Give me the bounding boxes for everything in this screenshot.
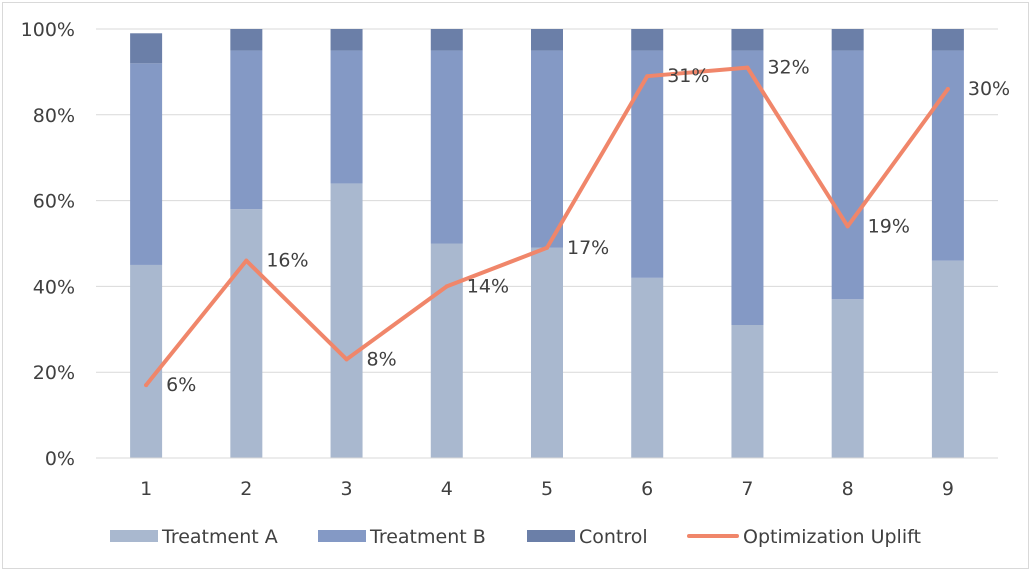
line-point xyxy=(945,87,950,92)
legend-label: Control xyxy=(579,526,648,548)
line-point xyxy=(144,383,149,388)
bar-segment-control xyxy=(130,33,163,64)
bar-segment-treatment-a xyxy=(230,209,263,458)
bar-segment-control xyxy=(230,29,263,51)
x-tick-label: 4 xyxy=(441,478,453,500)
bar-segment-treatment-a xyxy=(931,260,964,458)
x-tick-label: 2 xyxy=(240,478,252,500)
x-tick-label: 3 xyxy=(341,478,353,500)
bar-segment-control xyxy=(531,29,563,51)
line-point xyxy=(344,357,349,362)
bar-segment-control xyxy=(931,29,964,51)
x-tick-label: 1 xyxy=(140,478,152,500)
line-data-label: 32% xyxy=(767,57,809,79)
line-point xyxy=(444,284,449,289)
bar-segment-control xyxy=(731,29,764,51)
line-data-label: 19% xyxy=(868,215,910,237)
x-tick-label: 9 xyxy=(942,478,954,500)
x-axis-tick-labels: 1 2 3 4 5 6 7 8 9 xyxy=(140,478,954,500)
bar-segment-control xyxy=(631,29,664,51)
legend: Treatment A Treatment B Control Optimizatio… xyxy=(110,526,921,548)
line-data-labels: 6% 16% 8% 14% 17% 31% 32% 19% 30% xyxy=(166,57,1010,396)
line-point xyxy=(545,245,549,250)
bar-segment-treatment-b xyxy=(531,50,563,248)
bar-segment-treatment-b xyxy=(731,50,764,326)
bar-segment-treatment-b xyxy=(330,50,363,184)
y-tick-label: 60% xyxy=(33,191,75,213)
bar-segment-treatment-a xyxy=(130,264,163,458)
legend-swatch xyxy=(110,530,158,542)
legend-swatch xyxy=(318,530,366,542)
y-axis-tick-labels: 0% 20% 40% 60% 80% 100% xyxy=(21,19,75,470)
bar-segment-control xyxy=(430,29,463,51)
y-tick-label: 0% xyxy=(45,448,75,470)
bar-segment-control xyxy=(330,29,363,51)
line-series xyxy=(144,65,950,388)
bar-segment-treatment-b xyxy=(631,50,664,278)
y-tick-label: 80% xyxy=(33,105,75,127)
line-data-label: 16% xyxy=(266,250,308,272)
line-point xyxy=(645,74,650,79)
bar-segment-control xyxy=(831,29,864,51)
x-tick-label: 8 xyxy=(842,478,854,500)
y-tick-label: 20% xyxy=(33,362,75,384)
legend-label: Treatment B xyxy=(369,526,486,548)
x-tick-label: 5 xyxy=(541,478,553,500)
legend-label: Treatment A xyxy=(161,526,278,548)
line-point xyxy=(845,224,850,229)
line-data-label: 6% xyxy=(166,374,196,396)
line-data-label: 31% xyxy=(667,65,709,87)
bar-series xyxy=(130,29,964,458)
bar-segment-treatment-a xyxy=(731,325,764,458)
x-tick-label: 7 xyxy=(741,478,753,500)
bar-segment-treatment-b xyxy=(931,50,964,261)
bar-segment-treatment-b xyxy=(430,50,463,244)
bar-segment-treatment-a xyxy=(631,277,664,458)
line-data-label: 8% xyxy=(367,348,397,370)
line-point xyxy=(745,65,750,70)
bar-segment-treatment-b xyxy=(230,50,263,210)
stacked-bar-line-chart: 0% 20% 40% 60% 80% 100% 1 2 3 4 5 6 7 8 9 6% 16% 8% 14% 1… xyxy=(21,19,1010,548)
line-point xyxy=(244,258,249,263)
line-data-label: 30% xyxy=(968,78,1010,100)
bar-segment-treatment-a xyxy=(330,183,363,458)
y-tick-label: 100% xyxy=(21,19,75,41)
bar-segment-treatment-a xyxy=(531,247,563,458)
y-tick-label: 40% xyxy=(33,276,75,298)
legend-label: Optimization Uplift xyxy=(743,526,921,548)
x-tick-label: 6 xyxy=(641,478,653,500)
bar-segment-treatment-b xyxy=(130,63,163,265)
bar-segment-treatment-b xyxy=(831,50,864,300)
line-data-label: 17% xyxy=(567,237,609,259)
legend-swatch xyxy=(527,530,575,542)
bar-segment-treatment-a xyxy=(430,243,463,458)
bar-segment-treatment-a xyxy=(831,299,864,458)
line-data-label: 14% xyxy=(467,275,509,297)
